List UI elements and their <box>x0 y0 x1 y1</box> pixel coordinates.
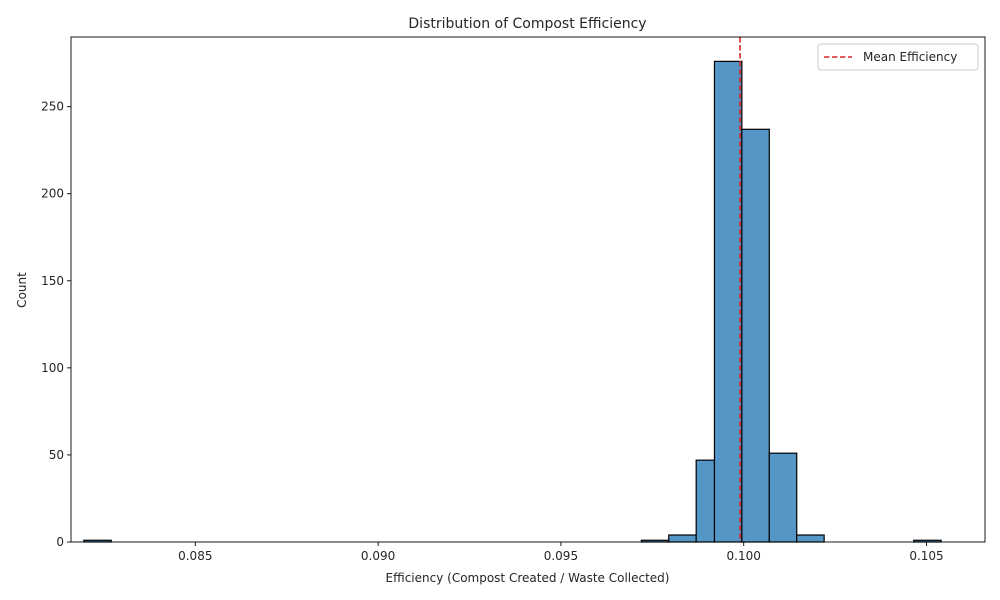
y-tick-label: 150 <box>41 274 64 288</box>
histogram-bar <box>768 452 798 543</box>
chart-title: Distribution of Compost Efficiency <box>408 16 646 32</box>
x-axis-label: Efficiency (Compost Created / Waste Coll… <box>386 571 670 585</box>
x-axis-ticks: 0.085 0.090 0.095 0.100 0.105 <box>178 542 944 563</box>
y-axis-ticks: 0 50 100 150 200 250 <box>41 100 71 549</box>
plot-frame <box>70 36 986 543</box>
y-tick-label: 200 <box>41 187 64 201</box>
y-tick-label: 250 <box>41 100 64 114</box>
y-tick-label: 100 <box>41 361 64 375</box>
y-tick-label: 0 <box>56 535 64 549</box>
x-tick-label: 0.100 <box>727 549 761 563</box>
histogram-bar <box>695 459 716 543</box>
x-tick-label: 0.105 <box>909 549 943 563</box>
x-tick-label: 0.085 <box>178 549 212 563</box>
y-tick-label: 50 <box>49 448 64 462</box>
histogram-bar <box>713 60 743 543</box>
legend-label-mean: Mean Efficiency <box>863 50 957 64</box>
histogram-bar <box>796 534 825 543</box>
histogram-bar <box>668 534 697 543</box>
legend: Mean Efficiency <box>817 43 979 71</box>
histogram-bars <box>83 60 942 543</box>
legend-box <box>817 43 979 71</box>
y-axis-label: Count <box>15 272 29 308</box>
x-tick-label: 0.095 <box>544 549 578 563</box>
x-tick-label: 0.090 <box>361 549 395 563</box>
histogram-bar <box>741 128 770 543</box>
